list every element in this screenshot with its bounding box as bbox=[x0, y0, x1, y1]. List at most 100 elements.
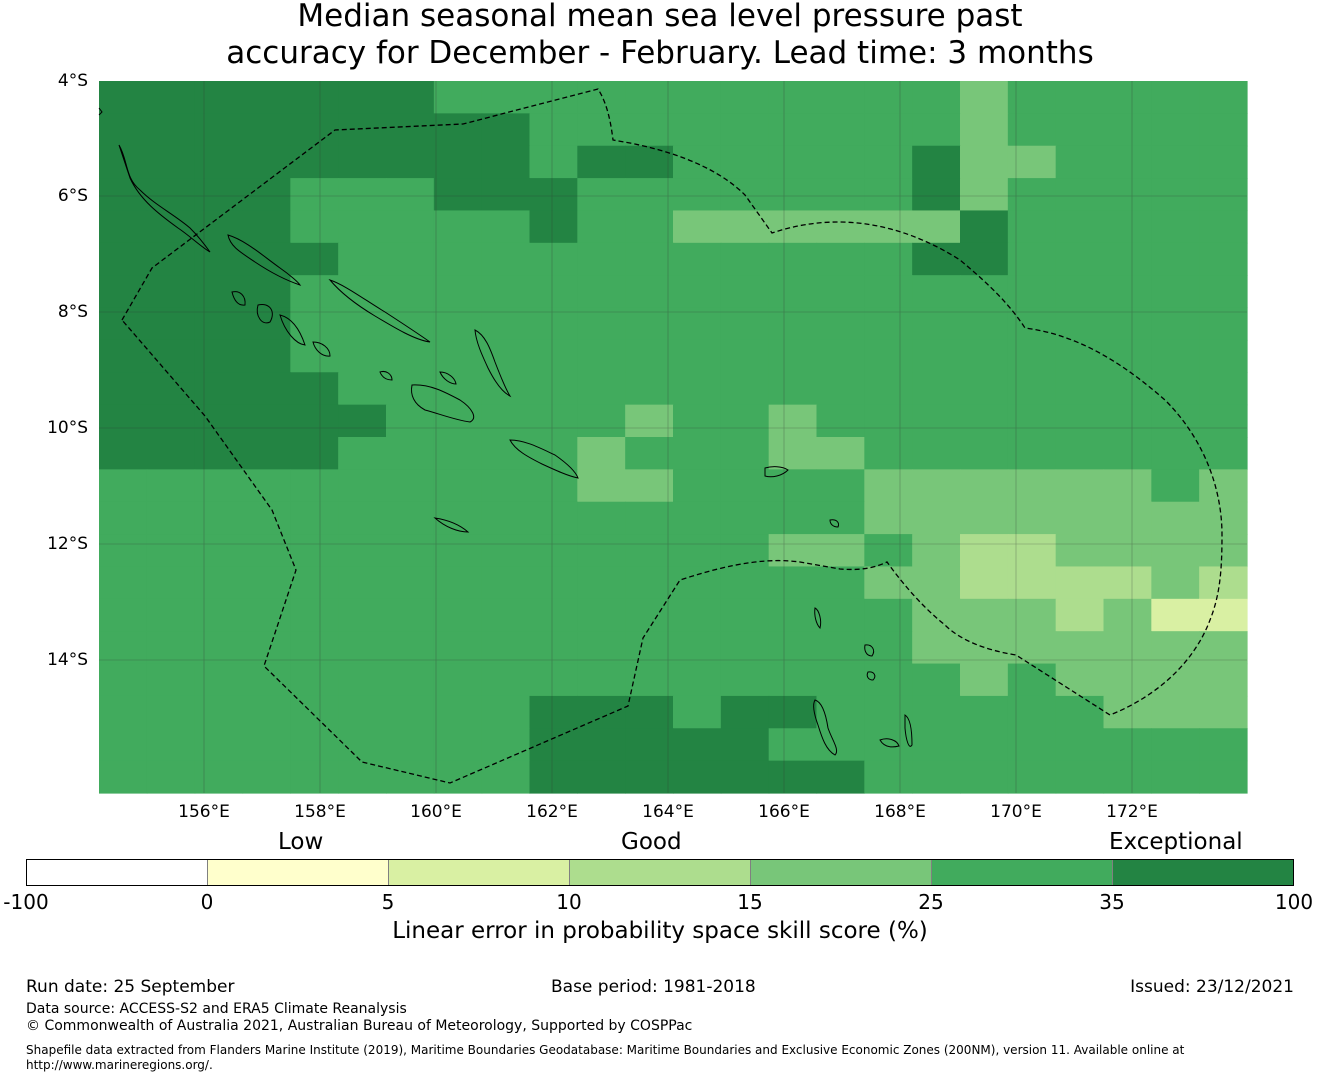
grid-cell bbox=[433, 695, 483, 729]
grid-cell bbox=[625, 534, 674, 568]
grid-cell bbox=[864, 437, 913, 470]
grid-cell bbox=[1103, 663, 1152, 697]
grid-cell bbox=[912, 437, 961, 470]
grid-cell bbox=[864, 534, 913, 568]
grid-cell bbox=[960, 631, 1009, 665]
grid-cell bbox=[912, 534, 961, 568]
grid-cell bbox=[673, 307, 722, 341]
grid-cell bbox=[1103, 113, 1152, 147]
grid-cell bbox=[816, 469, 865, 503]
grid-cell bbox=[194, 663, 244, 697]
map-canvas bbox=[98, 81, 1248, 794]
grid-cell bbox=[290, 566, 339, 600]
colorbar-tick-1: 0 bbox=[200, 890, 214, 914]
grid-cell bbox=[1007, 307, 1057, 341]
grid-cell bbox=[386, 307, 435, 341]
grid-cell bbox=[768, 695, 818, 729]
grid-cell bbox=[290, 534, 339, 568]
run-date: Run date: 25 September bbox=[26, 977, 235, 997]
grid-cell bbox=[1007, 404, 1057, 438]
grid-cell bbox=[816, 307, 865, 341]
eez-boundary bbox=[121, 88, 1223, 784]
grid-cell bbox=[960, 242, 1009, 276]
grid-cell bbox=[1007, 242, 1057, 276]
grid-cell bbox=[1151, 695, 1200, 729]
grid-cell bbox=[1055, 113, 1105, 147]
grid-cell bbox=[960, 695, 1009, 729]
grid-cell bbox=[720, 210, 770, 244]
grid-cell bbox=[481, 307, 531, 341]
grid-cell bbox=[433, 113, 483, 147]
grid-cell bbox=[433, 663, 483, 697]
grid-cell bbox=[386, 404, 435, 438]
grid-cell bbox=[1055, 210, 1105, 244]
grid-cell bbox=[912, 145, 961, 179]
grid-cell bbox=[768, 242, 818, 276]
grid-cell bbox=[577, 339, 626, 373]
legend-category-low: Low bbox=[278, 829, 324, 855]
grid-cell bbox=[577, 728, 626, 762]
grid-cell bbox=[625, 178, 674, 212]
grid-cell bbox=[1199, 534, 1248, 568]
grid-cell bbox=[960, 178, 1009, 212]
grid-cell bbox=[912, 695, 961, 729]
grid-cell bbox=[290, 728, 339, 762]
grid-cell bbox=[481, 598, 531, 632]
grid-cell bbox=[433, 501, 483, 535]
colorbar-segment-0 bbox=[27, 860, 208, 885]
grid-cell bbox=[194, 242, 244, 276]
grid-cell bbox=[864, 275, 913, 309]
grid-cell bbox=[816, 339, 865, 373]
grid-cell bbox=[338, 598, 387, 632]
grid-cell bbox=[146, 663, 196, 697]
grid-cell bbox=[625, 760, 674, 794]
grid-cell bbox=[386, 534, 435, 568]
grid-cell bbox=[1103, 695, 1152, 729]
grid-cell bbox=[960, 372, 1009, 406]
grid-cell bbox=[529, 178, 578, 212]
grid-cell bbox=[816, 501, 865, 535]
grid-cell bbox=[577, 598, 626, 632]
grid-cell bbox=[146, 145, 196, 179]
grid-cell bbox=[768, 663, 818, 697]
grid-cell bbox=[338, 728, 387, 762]
grid-cell bbox=[577, 566, 626, 600]
colorbar-tick-6: 35 bbox=[1099, 890, 1125, 914]
grid-cell bbox=[1055, 145, 1105, 179]
grid-cell bbox=[768, 760, 818, 794]
lon-label-164e: 164°E bbox=[642, 802, 694, 822]
grid-cell bbox=[912, 275, 961, 309]
grid-cell bbox=[338, 339, 387, 373]
grid-cell bbox=[816, 631, 865, 665]
map-gridlines bbox=[99, 81, 1247, 793]
grid-cell bbox=[673, 210, 722, 244]
grid-cell bbox=[1151, 339, 1200, 373]
grid-cell bbox=[912, 81, 961, 114]
grid-cell bbox=[1199, 469, 1248, 503]
grid-cell bbox=[194, 695, 244, 729]
grid-cell bbox=[242, 598, 291, 632]
grid-cell bbox=[768, 210, 818, 244]
grid-cell bbox=[577, 437, 626, 470]
grid-cell bbox=[99, 760, 148, 794]
grid-cell bbox=[720, 242, 770, 276]
grid-cell bbox=[673, 501, 722, 535]
grid-cell bbox=[529, 566, 578, 600]
grid-cell bbox=[1151, 307, 1200, 341]
grid-cell bbox=[625, 501, 674, 535]
grid-cell bbox=[1151, 469, 1200, 503]
grid-cell bbox=[1199, 437, 1248, 470]
grid-cell bbox=[1055, 728, 1105, 762]
colorbar-segment-3 bbox=[570, 860, 751, 885]
colorbar-tick-5: 25 bbox=[918, 890, 944, 914]
grid-cell bbox=[146, 598, 196, 632]
grid-cell bbox=[912, 339, 961, 373]
grid-cell bbox=[338, 404, 387, 438]
grid-cell bbox=[1103, 242, 1152, 276]
grid-cell bbox=[577, 534, 626, 568]
grid-cell bbox=[146, 210, 196, 244]
grid-cell bbox=[338, 242, 387, 276]
grid-cell bbox=[242, 372, 291, 406]
grid-cell bbox=[768, 178, 818, 212]
legend-category-good: Good bbox=[621, 829, 682, 855]
